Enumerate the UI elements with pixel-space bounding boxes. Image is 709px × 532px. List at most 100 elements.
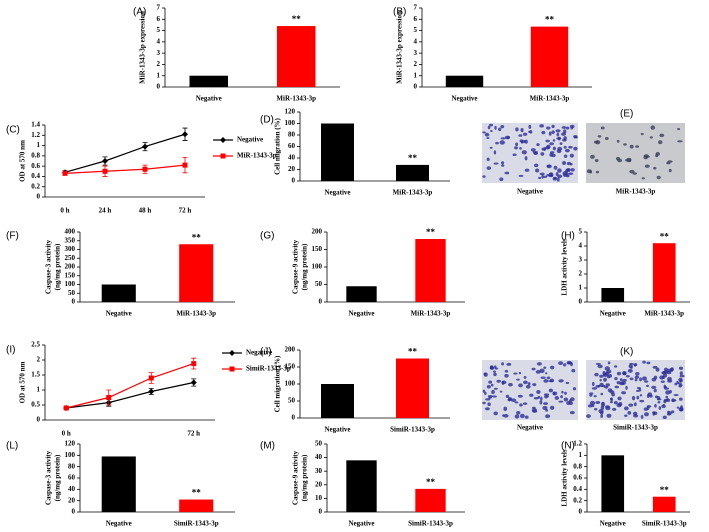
cell bbox=[562, 138, 567, 142]
cell bbox=[510, 398, 517, 403]
cell bbox=[568, 145, 573, 149]
cell bbox=[641, 376, 648, 381]
cell bbox=[523, 375, 527, 379]
cell bbox=[644, 412, 649, 417]
cell bbox=[562, 160, 566, 166]
bar bbox=[321, 123, 354, 181]
bar bbox=[601, 455, 625, 512]
cell bbox=[634, 375, 640, 379]
x-tick-label: Negative bbox=[324, 189, 350, 197]
cell bbox=[504, 373, 509, 378]
y-tick-label: 20 bbox=[68, 496, 76, 504]
cell bbox=[482, 389, 486, 393]
series-line bbox=[66, 363, 194, 409]
cell bbox=[609, 390, 615, 395]
y-tick-label: 10 bbox=[315, 494, 323, 502]
y-tick-label: 0.4 bbox=[31, 172, 40, 180]
cell bbox=[601, 384, 606, 388]
cell bbox=[544, 394, 548, 399]
cell bbox=[658, 140, 663, 145]
cell bbox=[486, 136, 490, 140]
cell bbox=[540, 376, 546, 379]
y-axis-label: MiR-1343-3p expression bbox=[139, 11, 147, 84]
point bbox=[148, 388, 155, 395]
legend-marker bbox=[220, 153, 226, 159]
cell bbox=[484, 132, 490, 137]
cell bbox=[504, 369, 509, 373]
y-tick-label: 50 bbox=[315, 440, 323, 448]
cell bbox=[572, 387, 577, 391]
point bbox=[191, 361, 197, 367]
y-tick-label: 150 bbox=[65, 271, 76, 279]
cell bbox=[548, 131, 552, 136]
cell bbox=[667, 376, 672, 382]
cell bbox=[616, 139, 620, 143]
x-tick-label: Negative bbox=[451, 95, 477, 103]
cell bbox=[594, 158, 599, 163]
cell bbox=[503, 413, 509, 418]
cell bbox=[552, 177, 558, 181]
series-line bbox=[64, 164, 186, 174]
cell bbox=[491, 389, 495, 395]
legend-label: SimiR-1343-3p bbox=[246, 365, 291, 373]
cell bbox=[564, 148, 570, 153]
cell bbox=[555, 129, 561, 133]
cell bbox=[518, 371, 522, 375]
y-axis-label: OD at 570 nm bbox=[19, 140, 27, 182]
y-tick-label: 0 bbox=[414, 83, 418, 91]
bar bbox=[652, 496, 676, 512]
x-tick-label: 72 h bbox=[179, 207, 192, 215]
cell bbox=[527, 382, 531, 386]
panel-label: (H) bbox=[561, 231, 575, 242]
cell bbox=[551, 130, 555, 135]
cell bbox=[561, 132, 566, 136]
cell bbox=[651, 385, 657, 389]
cell bbox=[606, 413, 612, 418]
cell bbox=[484, 407, 490, 411]
cell bbox=[628, 403, 634, 407]
y-tick-label: 2 bbox=[157, 60, 161, 68]
cell bbox=[676, 406, 680, 409]
cell bbox=[488, 123, 494, 127]
y-tick-label: 3 bbox=[414, 49, 418, 57]
cell bbox=[545, 139, 550, 143]
cell bbox=[556, 149, 562, 154]
significance: ** bbox=[426, 477, 436, 487]
cell bbox=[600, 392, 604, 396]
y-axis-label: OD at 570 nm bbox=[19, 361, 27, 403]
cell bbox=[635, 372, 640, 376]
significance: ** bbox=[192, 232, 202, 242]
y-tick-label: 30 bbox=[315, 467, 323, 475]
cell bbox=[570, 362, 573, 367]
cell bbox=[541, 174, 544, 179]
cell bbox=[662, 415, 667, 420]
bar bbox=[179, 499, 214, 512]
y-tick-label: 2 bbox=[37, 356, 41, 364]
cell bbox=[518, 174, 524, 177]
y-tick-label: 40 bbox=[315, 453, 323, 461]
cell bbox=[543, 175, 548, 178]
panel-label: (E) bbox=[620, 109, 633, 120]
cell bbox=[561, 390, 564, 394]
cell bbox=[677, 128, 681, 131]
cell bbox=[612, 407, 617, 411]
cell bbox=[534, 168, 540, 173]
cell bbox=[634, 378, 638, 382]
cell bbox=[662, 370, 668, 374]
x-tick-label: SimiR-1343-3p bbox=[408, 520, 453, 528]
cell bbox=[540, 396, 543, 401]
cell bbox=[628, 364, 633, 369]
cell bbox=[565, 126, 570, 130]
cell bbox=[487, 402, 491, 407]
cell bbox=[524, 415, 529, 419]
cell bbox=[548, 388, 554, 393]
cell bbox=[589, 392, 594, 395]
cell bbox=[493, 411, 498, 416]
y-axis-label: (ng/mg protein) bbox=[54, 454, 62, 501]
cell bbox=[645, 155, 650, 158]
y-tick-label: 0.6 bbox=[31, 162, 40, 170]
cell bbox=[617, 158, 623, 163]
y-tick-label: 120 bbox=[65, 440, 76, 448]
cell bbox=[556, 132, 560, 137]
cell bbox=[639, 399, 645, 403]
